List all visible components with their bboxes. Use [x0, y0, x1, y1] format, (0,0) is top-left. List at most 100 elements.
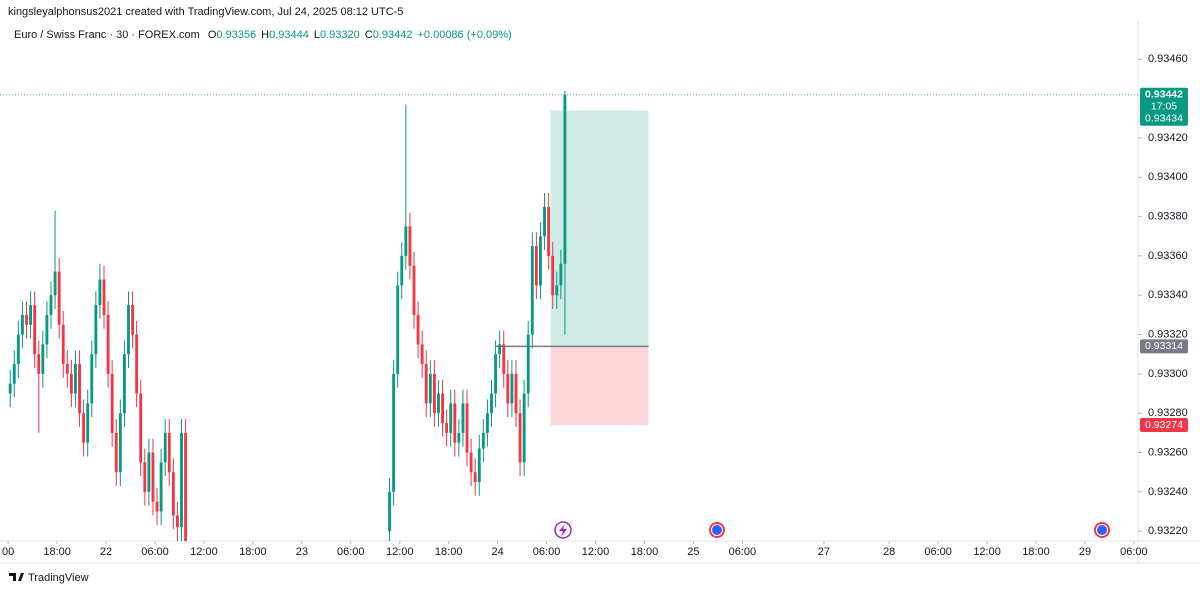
candle-body [90, 354, 94, 404]
candle-body [404, 226, 408, 256]
candle-body [176, 515, 179, 528]
x-tick-label: 25 [687, 546, 699, 558]
legend-value: 0.93320 [320, 29, 360, 41]
candle-body [135, 334, 139, 394]
candle-body [522, 393, 526, 463]
y-tick-label: 0.93340 [1148, 289, 1188, 301]
x-tick-label: 24 [491, 546, 503, 558]
candle-body [400, 255, 404, 286]
x-tick-label: 06:00 [533, 546, 561, 558]
candle-body [396, 285, 400, 374]
x-tick-label: 27 [818, 546, 830, 558]
candle-body [449, 403, 453, 433]
legend-value: 0.93442 [373, 29, 413, 41]
candle-body [534, 246, 538, 286]
candle-body [551, 255, 555, 296]
candle-body [78, 364, 81, 414]
candle-body [461, 403, 465, 433]
price-tag-label: 0.93274 [1145, 419, 1183, 431]
candle-body [131, 305, 134, 335]
y-tick-label: 0.93320 [1148, 328, 1188, 340]
candle-body [392, 373, 396, 492]
y-tick-label: 0.93240 [1148, 486, 1188, 498]
x-tick-label: 12:00 [973, 546, 1001, 558]
candle-body [514, 373, 518, 414]
candle-body [453, 403, 457, 443]
candle-body [122, 354, 126, 414]
candle-body [502, 344, 506, 374]
candle-body [469, 452, 473, 473]
candle-body [518, 413, 522, 463]
ohlc-legend: Euro / Swiss Franc · 30 · FOREX.com O 0.93… [14, 29, 512, 41]
event-icon[interactable] [554, 521, 572, 539]
target-label: 0.93434 [1145, 112, 1183, 124]
candle-body [428, 373, 432, 404]
candle-body [114, 432, 118, 473]
candle-body [159, 462, 163, 512]
candle-body [127, 305, 130, 355]
candle-body [16, 334, 20, 365]
countdown: 17:05 [1151, 100, 1177, 112]
x-tick-label: 29 [1079, 546, 1091, 558]
x-tick-label: 18:00 [1022, 546, 1050, 558]
candle-body [555, 285, 559, 296]
x-tick-label: 12:00 [582, 546, 610, 558]
candle-body [416, 314, 420, 345]
y-tick-label: 0.93400 [1148, 171, 1188, 183]
y-tick-label: 0.93300 [1148, 368, 1188, 380]
candle-body [180, 432, 183, 528]
candle-body [445, 423, 449, 433]
x-tick-label: 06:00 [924, 546, 952, 558]
x-tick-label: 18:00 [239, 546, 267, 558]
candle-body [86, 403, 90, 443]
candle-body [424, 364, 428, 404]
candle-body [494, 354, 498, 394]
legend-value: +0.00086 (+0.09%) [417, 29, 511, 41]
candle-body [506, 373, 510, 404]
candle-body [408, 226, 412, 266]
candle-body [559, 263, 563, 286]
candle-body [8, 383, 12, 394]
candle-body [563, 94, 567, 264]
candle-body [12, 364, 16, 384]
price-tag [1140, 339, 1188, 354]
legend-value: 0.93356 [216, 29, 256, 41]
candle-body [57, 271, 61, 325]
candle-body [69, 373, 73, 394]
y-tick-label: 0.93420 [1148, 132, 1188, 144]
x-tick-label: 18:00 [631, 546, 659, 558]
y-tick-label: 0.93260 [1148, 446, 1188, 458]
candle-body [543, 206, 546, 237]
loss-zone [550, 346, 649, 426]
y-tick-label: 0.93360 [1148, 250, 1188, 262]
candle-body [490, 393, 493, 414]
legend-label: O [208, 29, 217, 41]
candle-body [45, 314, 49, 345]
x-tick-label: 06:00 [1120, 546, 1148, 558]
profit-zone [550, 110, 649, 347]
last-price-tag [1140, 87, 1188, 126]
candle-body [82, 413, 86, 443]
candle-body [530, 246, 534, 335]
x-tick-label: 06:00 [337, 546, 365, 558]
candle-body [139, 393, 143, 463]
candle-body [102, 279, 106, 315]
candle-body [94, 305, 98, 355]
last-price-label: 0.93442 [1145, 88, 1183, 100]
y-tick-label: 0.93380 [1148, 211, 1188, 223]
y-tick-label: 0.93220 [1148, 525, 1188, 537]
legend-label: C [365, 29, 373, 41]
event-icon[interactable] [1094, 522, 1110, 538]
header: kingsleyalphonsus2021 created with Tradi… [8, 6, 403, 18]
event-icon[interactable] [709, 522, 725, 538]
plot [0, 90, 1138, 541]
y-tick-label: 0.93280 [1148, 407, 1188, 419]
x-tick-label: 18:00 [43, 546, 71, 558]
candle-body [526, 334, 530, 394]
candle-body [61, 324, 65, 365]
legend-value: 0.93444 [269, 29, 309, 41]
candle-body [432, 373, 436, 414]
x-tick-label: 06:00 [141, 546, 169, 558]
x-tick-label: 22 [100, 546, 112, 558]
